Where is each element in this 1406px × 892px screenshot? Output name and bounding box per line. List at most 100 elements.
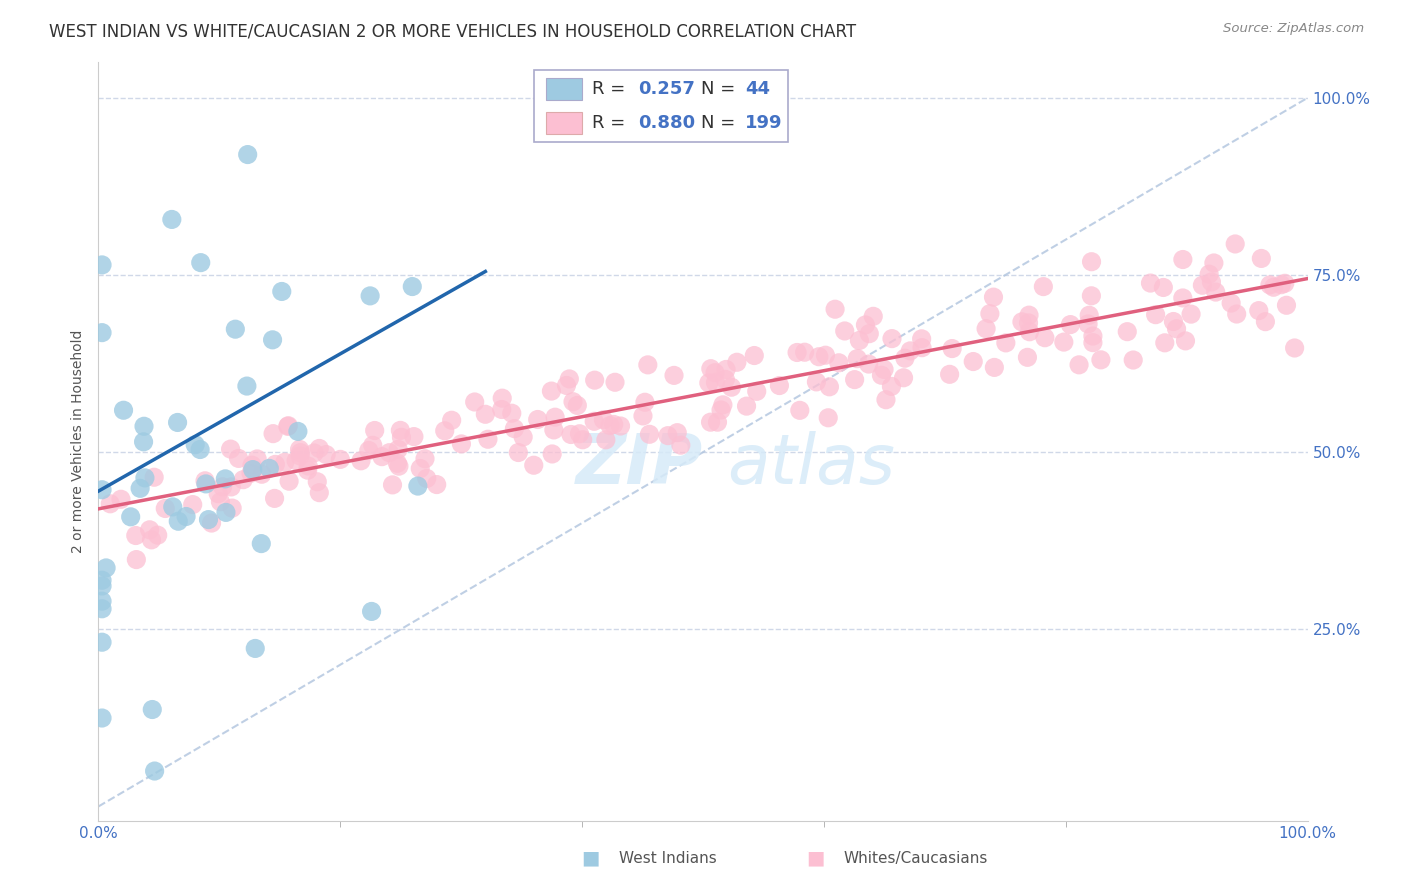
- Point: [240, 466, 263, 480]
- Point: [464, 395, 486, 409]
- Point: [360, 604, 382, 618]
- Point: [91, 326, 114, 340]
- Point: [228, 451, 250, 466]
- Point: [1171, 252, 1194, 267]
- Point: [1225, 236, 1247, 251]
- Point: [700, 361, 723, 376]
- Point: [477, 432, 499, 446]
- Point: [1220, 296, 1243, 310]
- Point: [184, 438, 207, 452]
- Point: [125, 552, 148, 566]
- Point: [1067, 358, 1090, 372]
- Point: [214, 472, 236, 486]
- Point: [583, 414, 606, 428]
- Point: [288, 449, 311, 463]
- Point: [938, 368, 960, 382]
- Point: [91, 594, 114, 608]
- Text: R =: R =: [592, 114, 631, 132]
- Point: [1163, 314, 1185, 328]
- Point: [440, 413, 463, 427]
- Point: [406, 479, 429, 493]
- Point: [1166, 322, 1188, 336]
- Point: [1284, 341, 1306, 355]
- Text: West Indians: West Indians: [619, 851, 717, 865]
- Point: [287, 425, 309, 439]
- Point: [631, 409, 654, 423]
- Point: [1078, 308, 1101, 322]
- Text: 0.880: 0.880: [638, 114, 695, 132]
- Point: [1059, 318, 1081, 332]
- Point: [181, 498, 204, 512]
- Point: [91, 601, 114, 615]
- Point: [789, 403, 811, 417]
- Point: [880, 332, 903, 346]
- Point: [844, 373, 866, 387]
- Point: [1080, 254, 1102, 268]
- Point: [125, 528, 148, 542]
- Point: [388, 459, 411, 474]
- Text: 0.257: 0.257: [638, 80, 695, 98]
- Point: [567, 398, 589, 412]
- Point: [207, 486, 229, 500]
- Point: [134, 471, 156, 485]
- Text: atlas: atlas: [727, 431, 896, 498]
- Point: [91, 711, 114, 725]
- Point: [983, 360, 1005, 375]
- Point: [378, 445, 401, 459]
- Point: [562, 394, 585, 409]
- Point: [1053, 335, 1076, 350]
- Point: [91, 579, 114, 593]
- Point: [599, 418, 621, 433]
- Point: [308, 485, 330, 500]
- Point: [297, 458, 319, 473]
- Point: [793, 345, 815, 359]
- Point: [1077, 317, 1099, 331]
- Point: [143, 470, 166, 484]
- Point: [277, 418, 299, 433]
- Point: [209, 494, 232, 508]
- Point: [568, 426, 591, 441]
- Point: [634, 395, 657, 409]
- Point: [941, 342, 963, 356]
- Point: [1263, 280, 1285, 294]
- Point: [1258, 277, 1281, 292]
- Point: [512, 430, 534, 444]
- Point: [401, 279, 423, 293]
- Point: [361, 438, 384, 452]
- Text: 199: 199: [745, 114, 783, 132]
- Point: [544, 410, 567, 425]
- Point: [711, 398, 734, 412]
- Point: [132, 434, 155, 449]
- Point: [1201, 275, 1223, 289]
- Point: [710, 403, 733, 417]
- Point: [523, 458, 546, 473]
- Point: [91, 635, 114, 649]
- Point: [262, 426, 284, 441]
- Point: [898, 343, 921, 358]
- Point: [297, 463, 319, 477]
- Point: [880, 379, 903, 393]
- Point: [308, 442, 330, 456]
- Point: [817, 410, 839, 425]
- Point: [875, 392, 897, 407]
- Point: [609, 419, 631, 434]
- Y-axis label: 2 or more Vehicles in Household: 2 or more Vehicles in Household: [72, 330, 86, 553]
- Point: [91, 483, 114, 497]
- Point: [141, 533, 163, 547]
- Point: [426, 477, 449, 491]
- Point: [704, 376, 727, 390]
- Point: [657, 428, 679, 442]
- Point: [1191, 278, 1213, 293]
- Point: [1017, 351, 1039, 365]
- Point: [221, 501, 243, 516]
- Point: [357, 443, 380, 458]
- Point: [714, 362, 737, 376]
- Point: [571, 433, 593, 447]
- Text: WEST INDIAN VS WHITE/CAUCASIAN 2 OR MORE VEHICLES IN HOUSEHOLD CORRELATION CHART: WEST INDIAN VS WHITE/CAUCASIAN 2 OR MORE…: [49, 22, 856, 40]
- Point: [814, 348, 837, 362]
- Point: [1122, 353, 1144, 368]
- Point: [503, 422, 526, 436]
- Point: [278, 474, 301, 488]
- Point: [824, 302, 846, 317]
- Point: [270, 285, 292, 299]
